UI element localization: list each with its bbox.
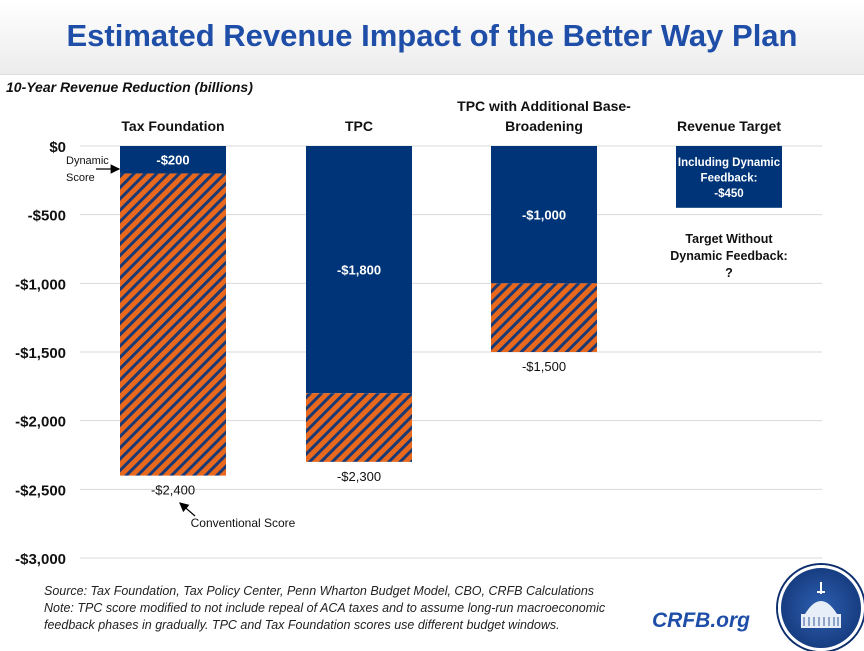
y-tick-label: -$3,000: [15, 551, 66, 568]
capitol-seal-logo: [778, 565, 864, 651]
dynamic-score-annotation: Dynamic: [66, 155, 109, 167]
target-dynamic-label: Feedback:: [701, 173, 758, 185]
target-note-label: Dynamic Feedback:: [670, 249, 787, 263]
title-bar: [0, 0, 864, 75]
y-tick-label: -$2,000: [15, 414, 66, 431]
conventional-bar-segment: [491, 283, 597, 352]
y-tick-label: -$1,000: [15, 276, 66, 293]
conventional-bar-segment: [306, 393, 412, 462]
note-line: Note: TPC score modified to not include …: [44, 601, 606, 615]
total-value-label: -$1,500: [522, 359, 566, 374]
target-note-label: ?: [725, 266, 733, 280]
category-label: Revenue Target: [677, 118, 781, 134]
source-line: Source: Tax Foundation, Tax Policy Cente…: [44, 584, 595, 598]
y-tick-label: -$500: [28, 208, 66, 225]
dynamic-bar-segment: [120, 146, 226, 174]
category-label: TPC: [345, 118, 373, 134]
arrow-icon: [179, 502, 196, 517]
target-dynamic-label: Including Dynamic: [678, 157, 781, 169]
source-note: Source: Tax Foundation, Tax Policy Cente…: [44, 583, 664, 634]
category-label: Tax Foundation: [121, 118, 224, 134]
category-label: Broadening: [505, 118, 583, 134]
dynamic-bar-segment: [306, 146, 412, 394]
y-tick-label: -$2,500: [15, 482, 66, 499]
crfb-brand[interactable]: CRFB.org: [652, 609, 750, 632]
bar-value-label: -$1,800: [337, 263, 381, 278]
target-dynamic-label: -$450: [714, 188, 743, 200]
dynamic-bar-segment: [491, 146, 597, 284]
note-line: feedback phases in gradually. TPC and Ta…: [44, 618, 560, 632]
bar-value-label: -$1,000: [522, 208, 566, 223]
capitol-dome-icon: [801, 582, 841, 628]
target-note-label: Target Without: [685, 232, 773, 246]
chart-title: Estimated Revenue Impact of the Better W…: [66, 18, 798, 53]
y-tick-label: -$1,500: [15, 345, 66, 362]
total-value-label: -$2,400: [151, 483, 195, 498]
dynamic-score-annotation: Score: [66, 172, 95, 184]
total-value-label: -$2,300: [337, 469, 381, 484]
dynamic-bar-segment: [676, 146, 782, 208]
bar-value-label: -$200: [156, 153, 189, 168]
y-tick-label: $0: [49, 139, 66, 156]
category-label: TPC with Additional Base-: [457, 98, 631, 114]
y-axis-label: 10-Year Revenue Reduction (billions): [6, 79, 253, 95]
conventional-bar-segment: [120, 173, 226, 476]
conventional-score-annotation: Conventional Score: [191, 516, 296, 530]
